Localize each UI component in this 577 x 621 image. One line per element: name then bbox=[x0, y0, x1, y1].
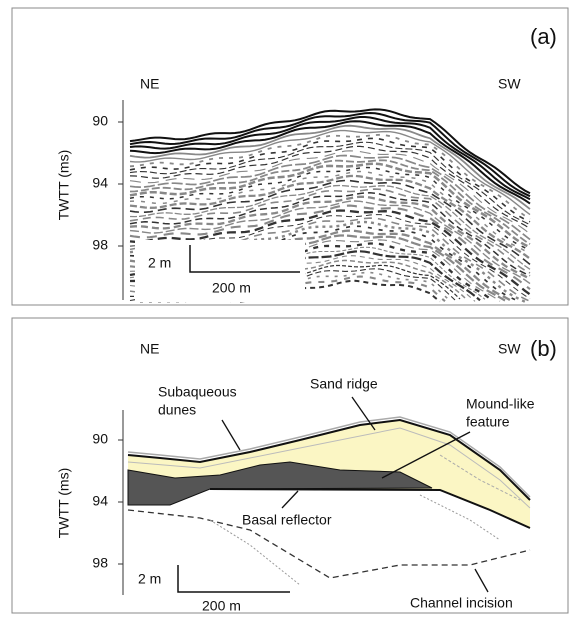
tick-label: 98 bbox=[92, 555, 108, 571]
scale-label: 2 m bbox=[148, 255, 171, 271]
direction-label: SW bbox=[498, 76, 521, 92]
panel-label: (a) bbox=[530, 24, 557, 49]
axis-label: TWTT (ms) bbox=[56, 468, 72, 539]
panel-label: (b) bbox=[530, 336, 557, 361]
axis-label: TWTT (ms) bbox=[56, 150, 72, 221]
arrow bbox=[222, 420, 240, 450]
faint-reflector bbox=[210, 520, 300, 585]
tick-label: 90 bbox=[92, 431, 108, 447]
tick-label: 90 bbox=[92, 113, 108, 129]
annotation: Channel incision bbox=[410, 595, 513, 611]
annotation: Subaqueous bbox=[158, 384, 237, 400]
scale-label: 200 m bbox=[202, 598, 241, 614]
tick-label: 94 bbox=[92, 493, 108, 509]
scale-label: 200 m bbox=[212, 280, 251, 296]
direction-label: NE bbox=[140, 341, 159, 357]
figure: 90 94 98 TWTT (ms) NE SW (a) 2 m 200 m 9… bbox=[0, 0, 577, 621]
scale-bar bbox=[178, 565, 290, 592]
scale-label: 2 m bbox=[138, 571, 161, 587]
arrow bbox=[282, 491, 298, 508]
annotation: Basal reflector bbox=[242, 512, 332, 528]
tick-label: 94 bbox=[92, 175, 108, 191]
annotation: feature bbox=[466, 414, 510, 430]
tick-label: 98 bbox=[92, 237, 108, 253]
arrow bbox=[475, 569, 488, 592]
direction-label: SW bbox=[498, 341, 521, 357]
reflector bbox=[130, 135, 530, 219]
annotation: Mound-like bbox=[466, 396, 535, 412]
annotation: dunes bbox=[158, 402, 196, 418]
annotation: Sand ridge bbox=[310, 376, 378, 392]
direction-label: NE bbox=[140, 76, 159, 92]
